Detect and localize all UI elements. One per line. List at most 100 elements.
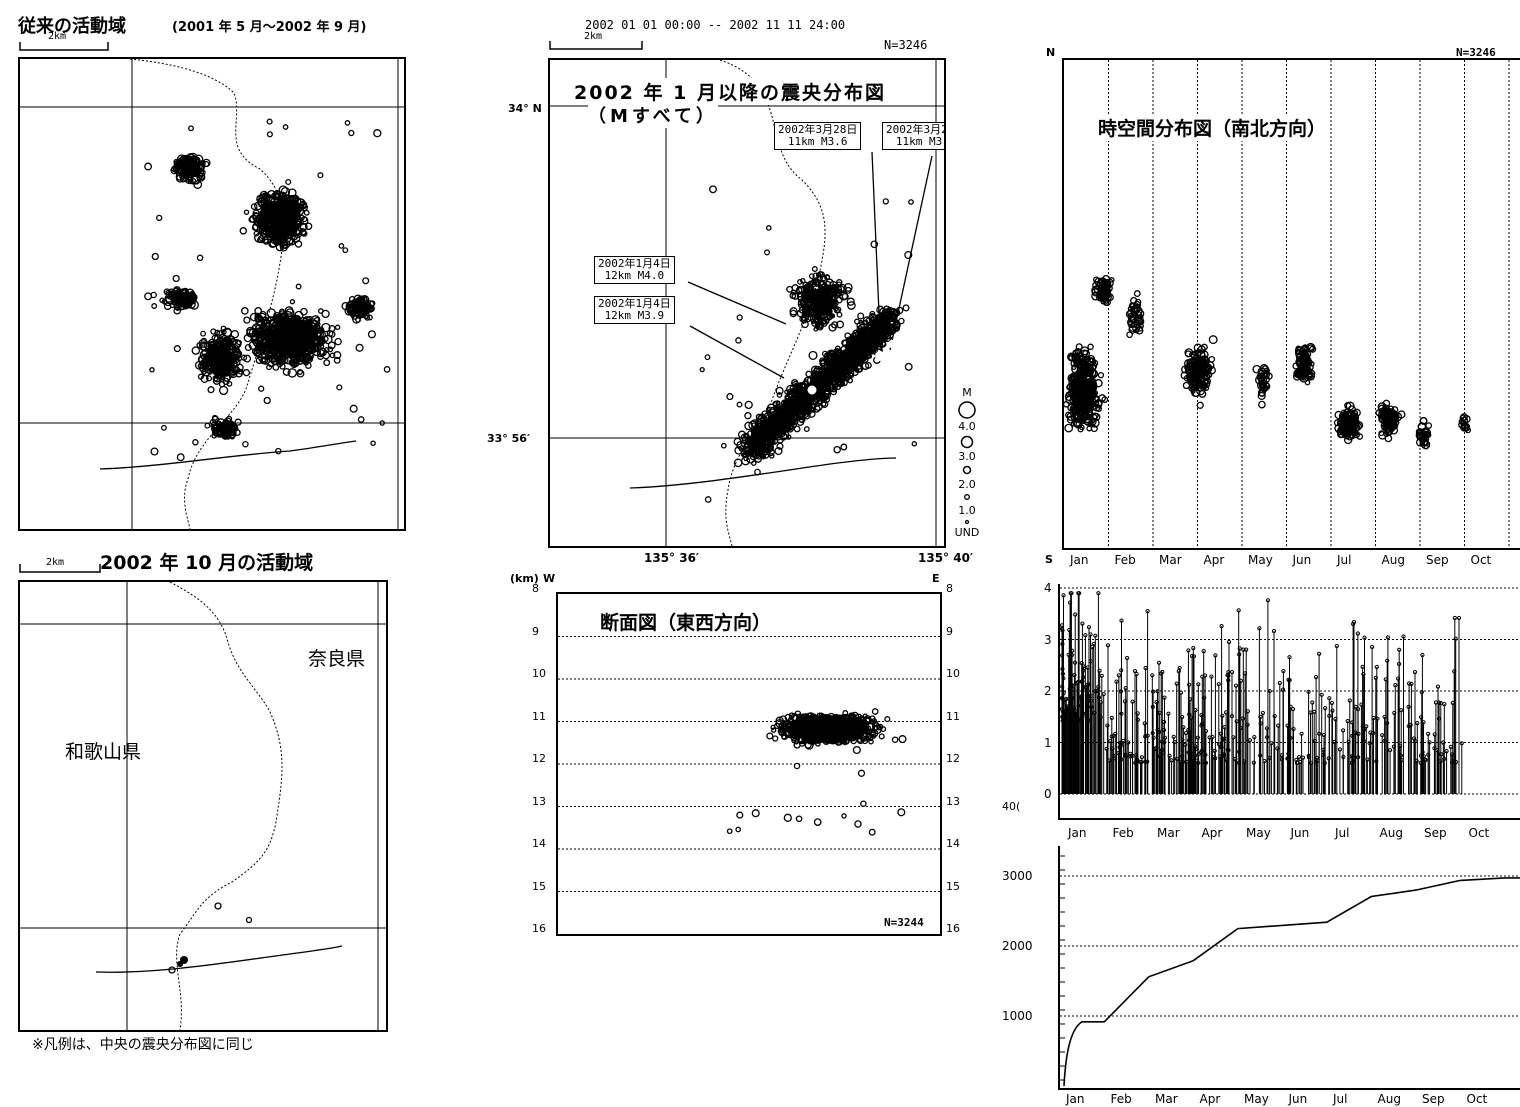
epicenter-mark: [294, 310, 304, 321]
epicenter-mark: [282, 367, 291, 376]
epicenter-mark: [699, 366, 705, 373]
left-top-scale-label: 2km: [48, 31, 67, 42]
epicenter-mark: [849, 335, 859, 345]
epicenter-mark: [891, 736, 899, 743]
epicenter-mark: [825, 274, 831, 280]
epicenter-mark: [295, 283, 302, 290]
epicenter-mark: [805, 370, 813, 378]
epicenter-mark: [273, 337, 283, 347]
epicenter-mark: [300, 307, 308, 316]
label-nara: 奈良県: [308, 648, 366, 670]
epicenter-mark: [201, 348, 210, 357]
epicenter-mark: [315, 331, 322, 337]
left-bottom-scale-label: 2km: [46, 557, 65, 568]
epicenter-mark: [265, 316, 272, 324]
epicenter-mark: [210, 328, 217, 335]
epicenter-mark: [735, 337, 742, 344]
epicenter-mark: [226, 380, 233, 387]
epicenter-mark: [240, 307, 249, 315]
epicenter-mark: [207, 338, 216, 347]
epicenter-mark: [281, 330, 288, 337]
epicenter-mark: [871, 708, 879, 715]
epicenter-mark: [833, 445, 841, 454]
epicenter-mark: [355, 343, 364, 352]
epicenter-mark: [259, 330, 267, 338]
epicenter-mark: [200, 374, 209, 383]
cross-west: W: [543, 572, 556, 585]
left-top-scale-bar: [19, 42, 109, 51]
epicenter-mark: [840, 379, 848, 387]
epicenter-mark: [213, 428, 222, 437]
epicenter-mark: [830, 294, 837, 301]
epicenter-mark: [763, 249, 771, 256]
epicenter-mark: [285, 178, 292, 186]
spacetime-n-count: N=3246: [1456, 46, 1496, 59]
epicenter-mark: [904, 250, 913, 260]
epicenter-mark: [807, 725, 813, 732]
epicenter-mark: [813, 279, 821, 287]
epicenter-mark: [793, 722, 802, 732]
epicenter-mark: [214, 347, 222, 355]
epicenter-mark: [210, 423, 221, 434]
mag-legend-und: UND: [954, 526, 980, 539]
epicenter-mark: [857, 769, 866, 777]
epicenter-mark: [854, 356, 864, 365]
epicenter-mark: [234, 418, 242, 426]
epicenter-mark: [776, 392, 783, 398]
epicenter-mark: [842, 351, 851, 359]
epicenter-mark: [771, 426, 779, 434]
epicenter-mark: [818, 299, 826, 308]
epicenter-mark: [902, 304, 910, 312]
epicenter-mark: [212, 347, 220, 355]
epicenter-mark: [762, 451, 770, 459]
epicenter-mark: [770, 724, 776, 730]
epicenter-mark: [817, 374, 826, 383]
epicenter-mark: [151, 252, 159, 261]
epicenter-mark: [277, 353, 287, 364]
epicenter-mark: [348, 295, 356, 303]
epicenter-mark: [833, 376, 841, 384]
epicenter-mark: [163, 288, 171, 296]
epicenter-mark: [301, 216, 308, 223]
epicenter-mark: [228, 423, 236, 430]
epicenter-mark: [303, 209, 310, 216]
callout-m40: 2002年1月4日 12km M4.0: [594, 256, 675, 284]
epicenter-mark: [866, 321, 876, 330]
callout-m39: 2002年1月4日 12km M3.9: [594, 296, 675, 324]
epicenter-mark: [810, 402, 817, 409]
epicenter-mark: [829, 732, 839, 742]
epicenter-mark: [756, 415, 765, 423]
epicenter-mark: [862, 713, 868, 719]
epicenter-mark: [277, 223, 287, 233]
epicenter-mark: [334, 337, 342, 346]
cross-section-title: 断面図（東西方向）: [600, 608, 772, 635]
mag-legend-title: M: [962, 386, 972, 399]
epicenter-mark: [766, 445, 774, 452]
epicenter-mark: [242, 369, 251, 377]
epicenter-mark: [204, 422, 211, 429]
epicenter-mark: [229, 344, 237, 351]
epicenter-mark: [863, 717, 871, 725]
epicenter-mark: [859, 352, 866, 360]
epicenter-mark: [307, 330, 316, 339]
epicenter-mark: [779, 411, 785, 417]
epicenter-mark: [857, 312, 865, 320]
lon-label-13536: 135° 36′: [644, 551, 700, 565]
epicenter-mark: [349, 404, 358, 413]
epicenter-mark: [772, 735, 779, 742]
epicenter-mark: [262, 210, 269, 217]
epicenter-mark: [243, 316, 251, 324]
epicenter-mark: [825, 382, 834, 392]
epicenter-mark: [304, 222, 313, 231]
mag-legend-circle-3: [960, 435, 974, 449]
epicenter-mark: [329, 352, 336, 359]
epicenter-mark: [766, 732, 774, 740]
epicenter-mark: [813, 818, 822, 826]
epicenter-mark: [327, 346, 334, 353]
epicenter-mark: [726, 828, 733, 835]
epicenter-mark: [831, 321, 839, 329]
epicenter-mark: [271, 209, 281, 219]
epicenter-mark: [786, 285, 794, 293]
epicenter-mark: [200, 353, 208, 361]
epicenter-mark: [342, 247, 349, 254]
